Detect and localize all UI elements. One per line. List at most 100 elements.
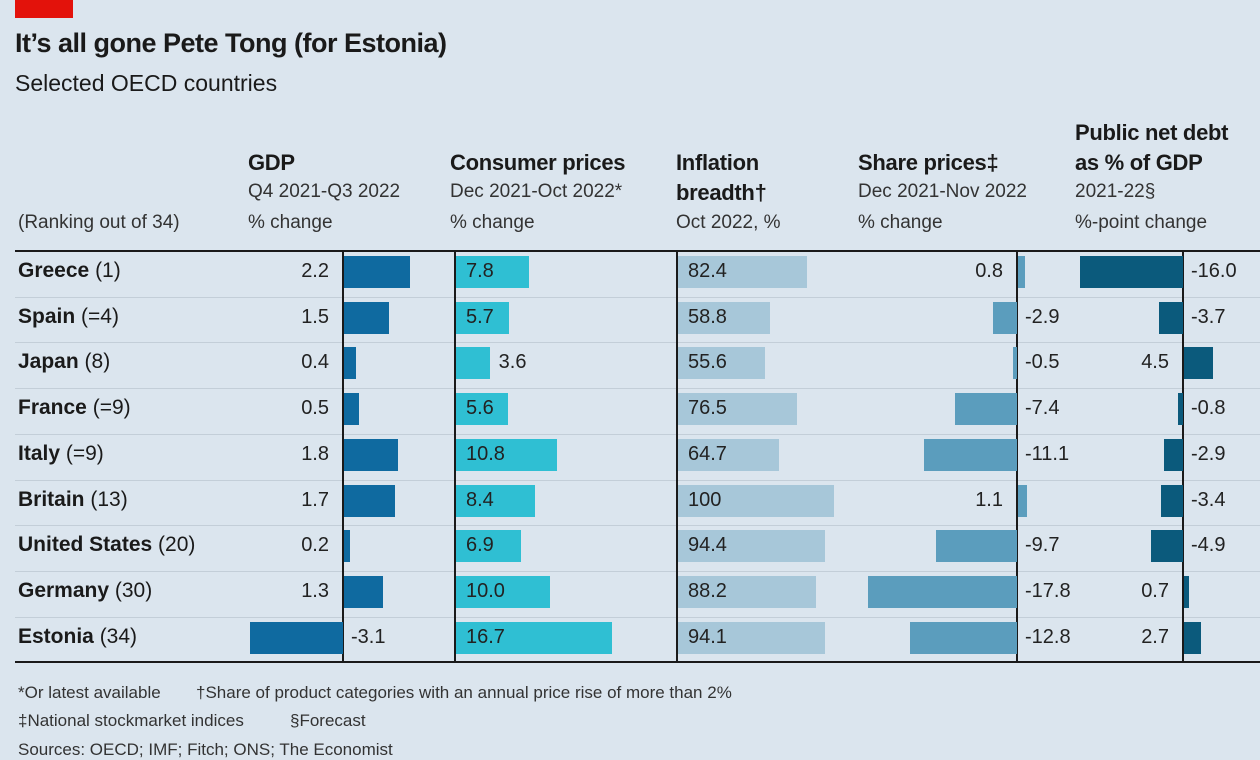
country-rank: (=4): [75, 304, 119, 328]
country-label: Britain (13): [18, 488, 128, 512]
shares-value-label: 1.1: [975, 488, 1003, 511]
header-rule: [15, 250, 1260, 252]
country-name: France: [18, 396, 87, 420]
country-label: Estonia (34): [18, 625, 137, 649]
header-debt-period: 2021-22§: [1075, 181, 1156, 202]
header-breadth-title2: breadth†: [676, 180, 767, 205]
header-gdp-period: Q4 2021-Q3 2022: [248, 181, 401, 202]
country-name: Greece: [18, 259, 90, 282]
row-separator: [15, 433, 1260, 435]
shares-bar: [1012, 347, 1017, 380]
shares-value-label: -2.9: [1025, 305, 1060, 328]
gdp-value-label: 0.5: [301, 397, 329, 420]
debt-value-label: 4.5: [1141, 351, 1169, 374]
breadth-value-label: 82.4: [688, 260, 727, 282]
country-rank: (1): [89, 259, 121, 282]
gdp-value-label: 1.8: [301, 442, 329, 465]
gdp-bar: [344, 484, 395, 517]
cpi-value-label: 16.7: [466, 625, 505, 648]
gdp-bar: [344, 393, 359, 426]
country-rank: (=9): [60, 441, 104, 465]
footnote-breadth: †Share of product categories with an ann…: [196, 683, 732, 702]
gdp-value-label: 1.7: [301, 488, 329, 511]
row-separator: [15, 296, 1260, 298]
breadth-value-label: 58.8: [688, 305, 727, 328]
country-rank: (34): [93, 624, 138, 648]
debt-value-label: -4.9: [1191, 534, 1226, 557]
country-rank: (=9): [86, 396, 131, 420]
cpi-bar: [456, 393, 509, 426]
header-debt-title: Public net debt: [1075, 120, 1229, 145]
debt-bar: [1184, 347, 1213, 380]
debt-value-label: -3.4: [1191, 488, 1226, 511]
cpi-value-label: 10.8: [466, 442, 505, 465]
ranking-note: (Ranking out of 34): [18, 212, 180, 233]
row-separator: [15, 342, 1260, 344]
debt-value-label: 2.7: [1141, 625, 1169, 648]
gdp-value-label: 1.5: [301, 305, 329, 328]
chart-title: It’s all gone Pete Tong (for Estonia): [15, 28, 447, 58]
shares-bar: [1018, 256, 1025, 288]
footnote-stockmarket: ‡National stockmarket indices: [18, 711, 244, 730]
debt-value-label: -0.8: [1191, 397, 1226, 420]
cpi-value-label: 5.6: [466, 397, 494, 420]
country-label: Japan (8): [18, 350, 110, 374]
cpi-bar: [456, 347, 490, 380]
gdp-value-label: -3.1: [351, 625, 386, 648]
gdp-value-label: 2.2: [301, 260, 329, 282]
gdp-bar: [344, 256, 410, 288]
breadth-value-label: 76.5: [688, 397, 727, 420]
country-name: Estonia: [18, 624, 94, 648]
row-separator: [15, 388, 1260, 390]
breadth-value-label: 64.7: [688, 442, 727, 465]
gdp-bar: [344, 530, 350, 563]
cpi-value-label: 6.9: [466, 534, 494, 557]
breadth-bar: [678, 347, 765, 380]
shares-bar: [924, 438, 1017, 471]
breadth-value-label: 94.1: [688, 625, 727, 648]
gdp-zero-axis: [342, 252, 344, 662]
footnote-latest: *Or latest available: [18, 683, 161, 702]
breadth-zero-axis: [676, 252, 678, 662]
shares-bar: [909, 621, 1017, 654]
debt-value-label: 0.7: [1141, 579, 1169, 602]
debt-bar: [1177, 393, 1183, 426]
country-label: France (=9): [18, 396, 131, 420]
shares-value-label: -0.5: [1025, 351, 1060, 374]
cpi-zero-axis: [454, 252, 456, 662]
debt-bar: [1164, 438, 1183, 471]
shares-value-label: -11.1: [1025, 442, 1070, 465]
row-separator: [15, 479, 1260, 481]
debt-bar: [1184, 575, 1189, 608]
country-rank: (8): [78, 350, 111, 374]
debt-bar: [1079, 256, 1183, 288]
shares-value-label: 0.8: [975, 260, 1003, 282]
debt-value-label: -3.7: [1191, 305, 1226, 328]
header-shares-unit: % change: [858, 212, 943, 233]
breadth-bar: [678, 530, 826, 563]
gdp-bar: [344, 301, 389, 334]
shares-value-label: -17.8: [1025, 579, 1071, 602]
sources: Sources: OECD; IMF; Fitch; ONS; The Econ…: [18, 740, 393, 759]
country-label: Italy (=9): [18, 442, 104, 466]
header-debt-unit: %-point change: [1075, 212, 1208, 233]
brand-tag: [15, 0, 73, 18]
debt-value-label: -2.9: [1191, 442, 1226, 465]
breadth-value-label: 88.2: [688, 579, 727, 602]
cpi-bar: [456, 256, 529, 288]
shares-value-label: -12.8: [1025, 625, 1071, 648]
gdp-bar: [344, 575, 383, 608]
country-rank: (30): [109, 578, 153, 602]
country-name: Spain: [18, 304, 76, 328]
row-separator: [15, 525, 1260, 527]
breadth-value-label: 100: [688, 488, 722, 511]
debt-zero-axis: [1182, 252, 1184, 662]
shares-bar: [1018, 484, 1028, 517]
country-label: Spain (=4): [18, 305, 119, 329]
debt-bar: [1159, 301, 1183, 334]
header-breadth-unit: Oct 2022, %: [676, 212, 781, 233]
cpi-bar: [456, 301, 510, 334]
gdp-bar: [344, 347, 356, 380]
breadth-value-label: 94.4: [688, 534, 727, 557]
cpi-value-label: 8.4: [466, 488, 494, 511]
